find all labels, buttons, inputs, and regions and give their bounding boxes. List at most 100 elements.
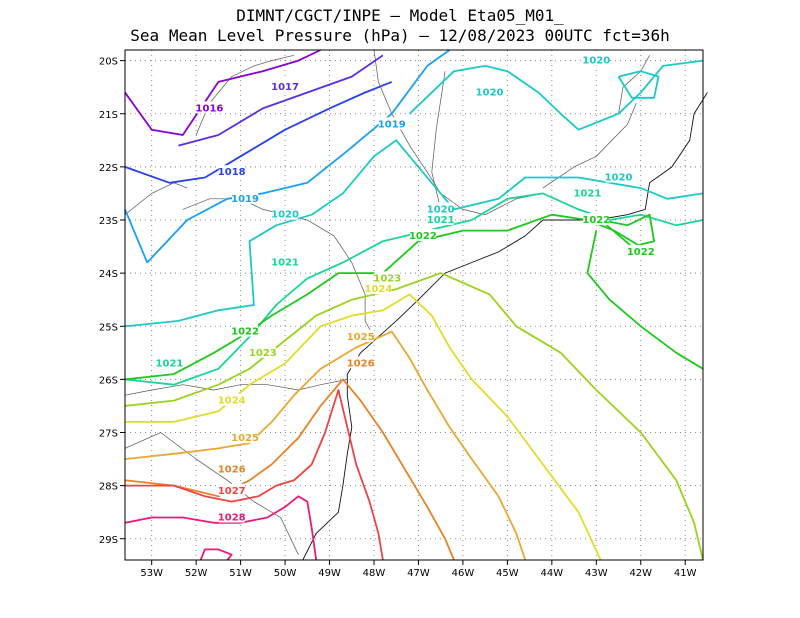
isobar-label: 1022 xyxy=(582,215,610,226)
isobar-1023 xyxy=(124,272,704,561)
y-tick-label: 27S xyxy=(99,429,118,440)
isobar-labels: 1016 1017 1018 1019 1019 1020 1020 1020 1020 1020… xyxy=(156,53,655,524)
x-tick-label: 43W xyxy=(585,568,608,579)
x-tick-label: 52W xyxy=(185,568,208,579)
isobar-label-bg xyxy=(156,356,183,369)
isobar-label-bg xyxy=(574,186,601,199)
x-tick-label: 47W xyxy=(407,568,430,579)
isobar-label: 1020 xyxy=(605,173,633,184)
isobar-contours xyxy=(124,49,704,561)
isobar-label: 1016 xyxy=(196,103,224,114)
isobar-label-bg xyxy=(232,430,259,443)
isobar-label-bg xyxy=(347,356,374,369)
isobar-1026 xyxy=(124,378,455,561)
isobar-label-bg xyxy=(374,271,401,284)
isobar-label-bg xyxy=(272,207,299,220)
isobar-label: 1018 xyxy=(218,167,246,178)
plot-frame xyxy=(124,49,704,561)
coastline-line xyxy=(302,92,708,561)
isobar-label: 1021 xyxy=(271,258,299,269)
isobar-label: 1026 xyxy=(347,358,375,369)
isobar-1016 xyxy=(124,49,321,136)
x-tick-label: 41W xyxy=(674,568,697,579)
isobar-label-bg xyxy=(272,80,299,93)
isobar-label: 1021 xyxy=(156,358,184,369)
isobar-label-bg xyxy=(249,345,276,358)
isobar-label: 1021 xyxy=(427,215,455,226)
isobar-label-bg xyxy=(272,255,299,268)
isobar-label: 1027 xyxy=(218,486,246,497)
isobar-label: 1017 xyxy=(271,82,299,93)
coastline xyxy=(302,92,708,561)
state-border-line xyxy=(124,432,299,555)
chart-title-line1: DIMNT/CGCT/INPE – Model Eta05_M01_ xyxy=(236,6,564,25)
isobar-label: 1020 xyxy=(271,210,299,221)
x-tick-label: 51W xyxy=(229,568,252,579)
isobar-label-bg xyxy=(232,324,259,337)
isobar-label-bg xyxy=(476,85,503,98)
isobar-1021 xyxy=(124,192,704,386)
isobar-1022 xyxy=(600,213,655,248)
isobar-label-bg xyxy=(605,170,632,183)
x-tick-label: 46W xyxy=(452,568,475,579)
y-tick-label: 21S xyxy=(99,110,118,121)
state-border-line xyxy=(542,102,637,189)
isobar-label: 1024 xyxy=(365,284,393,295)
state-border-line xyxy=(618,55,650,114)
isobar-label-bg xyxy=(627,244,654,257)
isobar-label: 1022 xyxy=(231,327,259,338)
isobar-label-bg xyxy=(583,213,610,225)
x-tick-label: 48W xyxy=(363,568,386,579)
isobar-1027 xyxy=(125,389,384,561)
isobar-1022 xyxy=(586,230,704,370)
isobar-1019 xyxy=(124,49,451,264)
isobar-1025 xyxy=(124,330,527,561)
isobar-label-bg xyxy=(218,462,245,475)
isobar-label-bg xyxy=(409,228,436,241)
isobar-label: 1021 xyxy=(573,188,601,199)
x-tick-label: 45W xyxy=(496,568,519,579)
isobar-label: 1020 xyxy=(427,204,455,215)
isobar-1020 xyxy=(124,139,704,328)
x-tick-label: 44W xyxy=(541,568,564,579)
isobar-label: 1023 xyxy=(249,348,277,359)
state-border-line xyxy=(431,71,446,210)
isobar-label-bg xyxy=(378,117,405,130)
isobar-label-bg xyxy=(232,191,259,204)
isobar-1028 xyxy=(124,495,318,561)
x-tick-label: 53W xyxy=(140,568,163,579)
isobar-label-bg xyxy=(365,282,392,295)
isobar-label-bg xyxy=(427,213,454,225)
isobar-1017 xyxy=(178,54,384,147)
y-tick-label: 24S xyxy=(99,269,118,280)
isobar-label: 1028 xyxy=(218,513,246,524)
isobar-label: 1026 xyxy=(218,465,246,476)
state-border-line xyxy=(195,54,295,136)
state-border-line xyxy=(373,49,543,216)
isobar-label: 1025 xyxy=(231,433,259,444)
y-tick-label: 26S xyxy=(99,375,118,386)
isobar-label-bg xyxy=(218,165,245,178)
state-border-line xyxy=(124,182,188,215)
isobar-label-bg xyxy=(196,101,223,114)
isobar-label-bg xyxy=(583,53,610,66)
isobar-1020 xyxy=(617,70,660,99)
isobar-label: 1020 xyxy=(476,88,504,99)
y-tick-label: 23S xyxy=(99,216,118,227)
isobar-label: 1024 xyxy=(218,396,246,407)
isobar-label-bg xyxy=(218,510,245,523)
isobar-label-bg xyxy=(218,483,245,496)
isobar-label-bg xyxy=(347,329,374,342)
isobar-label: 1025 xyxy=(347,332,375,343)
isobar-label: 1022 xyxy=(409,231,437,242)
state-border-line xyxy=(124,379,348,396)
chart-title-line2: Sea Mean Level Pressure (hPa) – 12/08/20… xyxy=(130,26,670,45)
isobar-1018 xyxy=(124,81,393,184)
isobar-label: 1023 xyxy=(373,273,401,284)
isobar-label-bg xyxy=(218,393,245,406)
isobar-label: 1020 xyxy=(582,56,610,67)
axis-ticks: 53W 52W 51W 50W 49W 48W 47W 46W 45W 44W 43W 42W 41W 2… xyxy=(99,57,697,579)
isobar-label-bg xyxy=(427,202,454,215)
x-tick-label: 42W xyxy=(629,568,652,579)
